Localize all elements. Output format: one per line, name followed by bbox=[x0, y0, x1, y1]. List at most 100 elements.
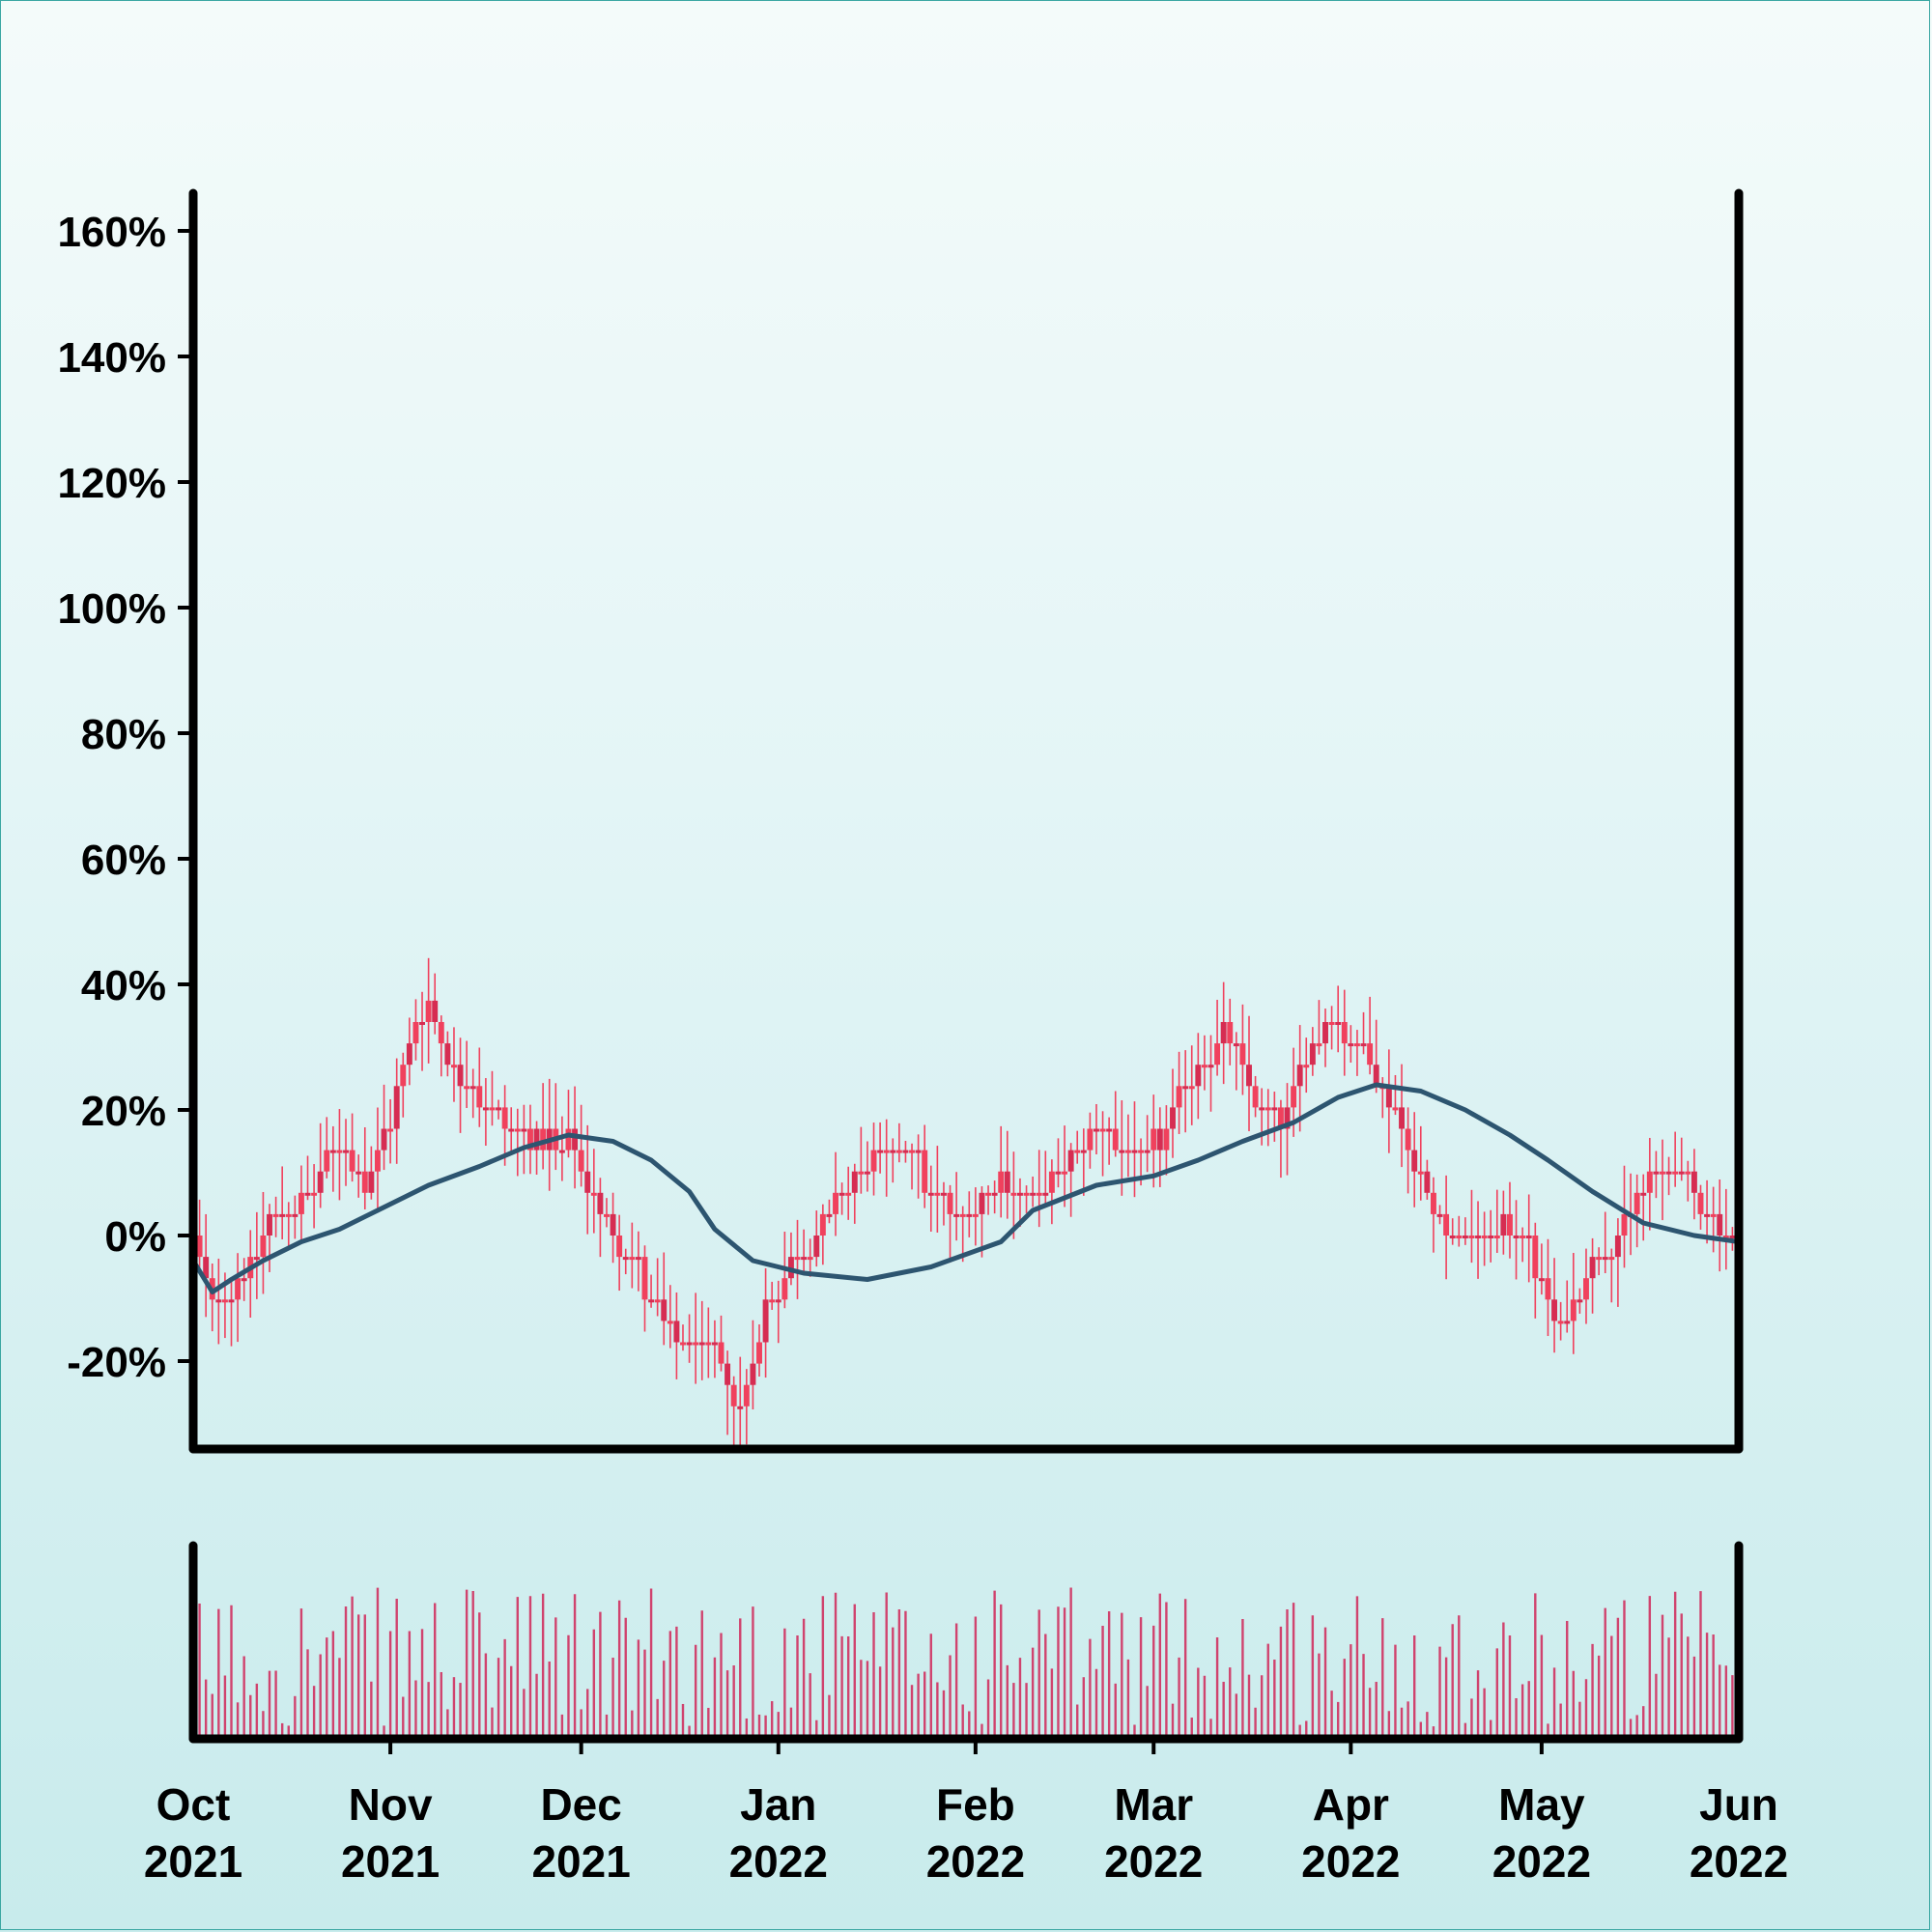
price-panel: -20% 0% 20% 40% 60% 80% 100% 120% 140% 160% bbox=[57, 188, 1744, 1454]
candle-body bbox=[705, 1342, 712, 1346]
candle-body bbox=[597, 1192, 604, 1214]
candle-body bbox=[724, 1363, 731, 1385]
candle-body bbox=[1087, 1128, 1094, 1151]
candle-body bbox=[1443, 1213, 1450, 1236]
candle-body bbox=[629, 1257, 636, 1261]
x-tick-year: 2021 bbox=[341, 1836, 440, 1887]
y-tick-label: 120% bbox=[57, 460, 166, 507]
candle-body bbox=[1660, 1171, 1665, 1175]
candle-body bbox=[349, 1150, 355, 1172]
candle-body bbox=[648, 1299, 655, 1303]
candle-body bbox=[521, 1128, 527, 1132]
candle-body bbox=[343, 1150, 349, 1153]
candle-body bbox=[1500, 1213, 1507, 1236]
candle-body bbox=[1080, 1150, 1087, 1153]
candle-body bbox=[279, 1213, 286, 1217]
candle-body bbox=[902, 1150, 909, 1153]
candle-body bbox=[1259, 1107, 1265, 1111]
candle-body bbox=[953, 1213, 960, 1217]
candle-body bbox=[1399, 1107, 1405, 1129]
candle-body bbox=[1710, 1213, 1717, 1217]
candle-body bbox=[1291, 1086, 1297, 1108]
y-tick-label: 0% bbox=[104, 1213, 166, 1261]
candle-body bbox=[387, 1128, 394, 1132]
candle-body bbox=[1729, 1236, 1736, 1238]
x-tick-year: 2022 bbox=[1690, 1836, 1788, 1887]
x-axis: Oct 2021 Nov 2021 Dec 2021 Jan 2022 Feb 2022 Mar 20… bbox=[144, 1739, 1788, 1887]
candle-body bbox=[1360, 1043, 1367, 1047]
x-tick-month: Nov bbox=[349, 1779, 433, 1830]
candle-body bbox=[1722, 1236, 1729, 1238]
candle-body bbox=[991, 1192, 998, 1196]
candle-body bbox=[1062, 1171, 1068, 1175]
candle-body bbox=[762, 1299, 769, 1343]
candle-body bbox=[501, 1107, 508, 1129]
candle-body bbox=[444, 1043, 451, 1065]
candle-body bbox=[1564, 1321, 1571, 1324]
candle-body bbox=[966, 1213, 973, 1217]
y-tick-label: 20% bbox=[81, 1088, 166, 1135]
candle-body bbox=[1182, 1086, 1189, 1090]
candle-body bbox=[1144, 1150, 1151, 1153]
y-tick-label: 140% bbox=[57, 334, 166, 382]
candle-body bbox=[1010, 1192, 1017, 1196]
candle-body bbox=[1493, 1236, 1500, 1238]
candle-body bbox=[272, 1213, 279, 1217]
candle-body bbox=[667, 1321, 673, 1324]
x-tick-month: Jun bbox=[1699, 1779, 1778, 1830]
candle-body bbox=[1405, 1128, 1411, 1151]
candle-body bbox=[221, 1299, 228, 1303]
candle-body bbox=[1621, 1213, 1628, 1236]
candle-body bbox=[1296, 1065, 1303, 1087]
candle-body bbox=[1392, 1107, 1399, 1111]
candle-body bbox=[1353, 1043, 1360, 1047]
candle-body bbox=[998, 1171, 1005, 1193]
candle-body bbox=[838, 1192, 845, 1196]
y-tick-label: 160% bbox=[57, 209, 166, 256]
candle-body bbox=[1525, 1236, 1532, 1238]
candle-body bbox=[1239, 1043, 1246, 1065]
candle-body bbox=[819, 1213, 826, 1236]
candle-body bbox=[1685, 1171, 1691, 1175]
candle-body bbox=[1717, 1213, 1723, 1236]
candle-body bbox=[381, 1128, 387, 1151]
candle-body bbox=[1214, 1043, 1221, 1065]
candle-body bbox=[1156, 1128, 1163, 1151]
candle-body bbox=[558, 1150, 565, 1153]
candle-body bbox=[1036, 1192, 1042, 1196]
candle-body bbox=[979, 1192, 985, 1214]
candle-body bbox=[1112, 1128, 1119, 1151]
candle-body bbox=[215, 1299, 222, 1303]
candle-body bbox=[298, 1192, 304, 1214]
x-tick-year: 2022 bbox=[1492, 1836, 1591, 1887]
candle-body bbox=[1074, 1150, 1081, 1153]
candle-body bbox=[1545, 1278, 1551, 1300]
candle-body bbox=[661, 1299, 668, 1321]
candle-body bbox=[1456, 1236, 1463, 1238]
candle-body bbox=[584, 1171, 591, 1193]
candle-body bbox=[1513, 1236, 1520, 1238]
x-tick-month: Mar bbox=[1114, 1779, 1193, 1830]
x-tick-month: Oct bbox=[156, 1779, 231, 1830]
candle-body bbox=[711, 1342, 718, 1346]
candle-body bbox=[654, 1299, 661, 1303]
moving-average-line bbox=[190, 1082, 1742, 1294]
candle-body bbox=[807, 1257, 813, 1261]
candle-body bbox=[833, 1192, 838, 1214]
candle-body bbox=[419, 1022, 425, 1025]
candle-body bbox=[686, 1342, 693, 1346]
candle-body bbox=[1067, 1150, 1074, 1172]
y-tick-label: 80% bbox=[81, 711, 166, 758]
candle-body bbox=[1557, 1321, 1564, 1324]
candle-body bbox=[743, 1384, 750, 1406]
candle-body bbox=[292, 1213, 298, 1217]
candle-body bbox=[813, 1236, 820, 1258]
candle-body bbox=[324, 1150, 330, 1172]
candle-body bbox=[496, 1107, 502, 1111]
candle-body bbox=[267, 1213, 272, 1236]
candle-body bbox=[1341, 1022, 1348, 1044]
x-tick-year: 2022 bbox=[1104, 1836, 1203, 1887]
candle-body bbox=[1042, 1192, 1049, 1196]
candle-body bbox=[508, 1128, 515, 1132]
